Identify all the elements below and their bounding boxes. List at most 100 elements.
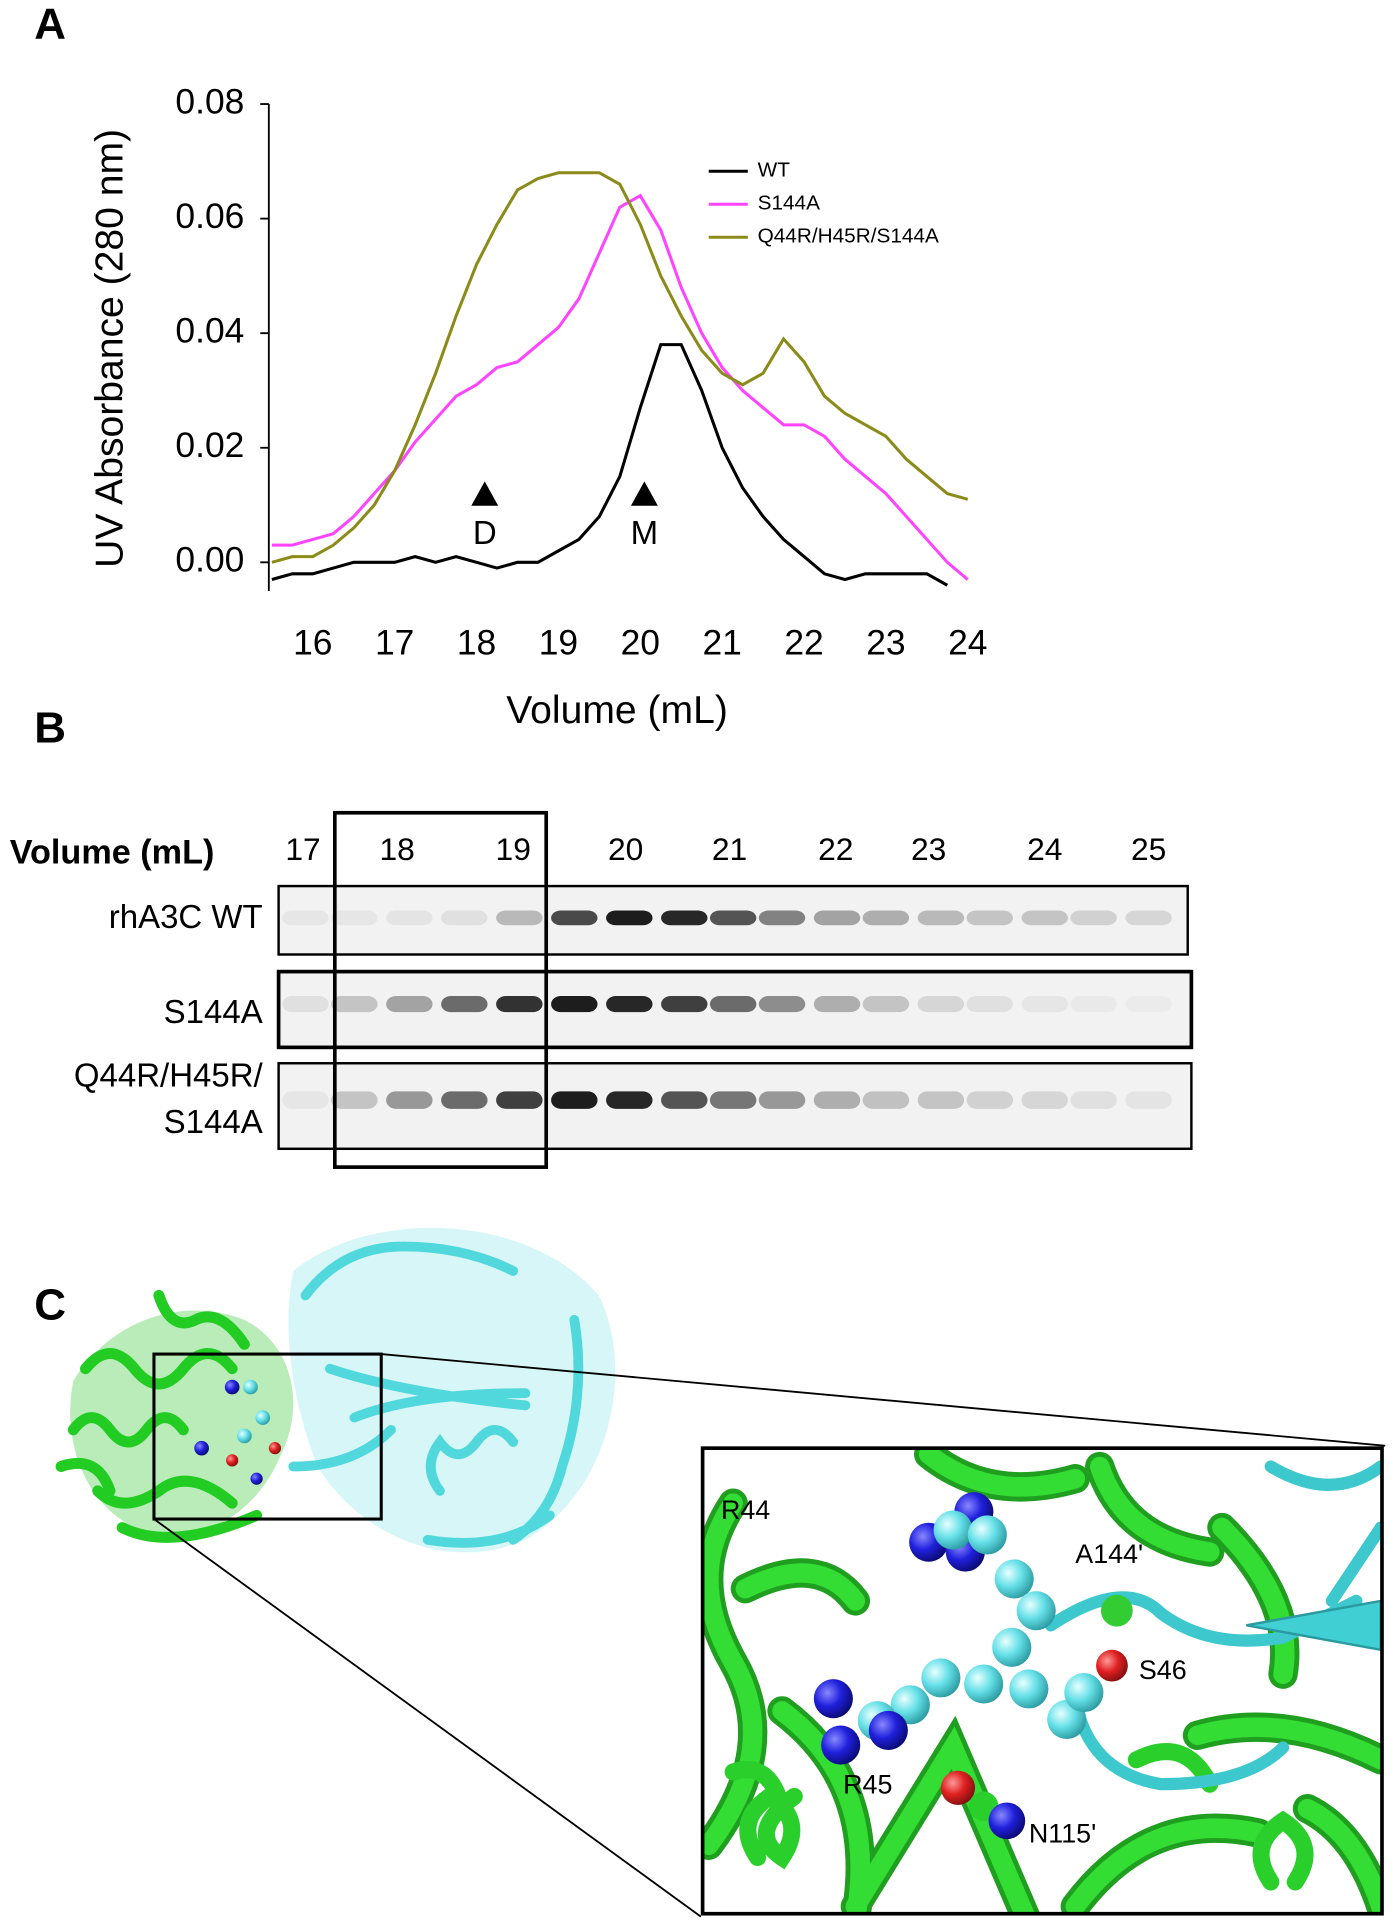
fraction-label: 24 bbox=[1027, 831, 1062, 867]
gel-band bbox=[966, 1091, 1013, 1109]
residue-label: N115' bbox=[1029, 1819, 1096, 1849]
y-tick-label: 0.06 bbox=[175, 196, 244, 236]
gel-band bbox=[917, 910, 965, 926]
fraction-label: 23 bbox=[911, 831, 946, 867]
gel-band bbox=[606, 910, 653, 926]
residue-label: R45 bbox=[843, 1770, 892, 1800]
highlight-box bbox=[332, 810, 549, 1169]
gel-band bbox=[331, 910, 378, 926]
gel-band bbox=[1021, 996, 1068, 1013]
series-line bbox=[271, 193, 969, 581]
gel-band bbox=[282, 910, 329, 926]
gel-band bbox=[661, 996, 708, 1013]
gel-band bbox=[917, 996, 965, 1013]
gel-band bbox=[1021, 1091, 1068, 1109]
gel-band bbox=[496, 910, 543, 926]
gel-band bbox=[606, 996, 653, 1013]
gel-band bbox=[441, 910, 488, 926]
gel-band bbox=[813, 1091, 861, 1109]
fraction-label: 18 bbox=[379, 831, 414, 867]
x-tick-label: 19 bbox=[539, 623, 578, 663]
gel-band bbox=[1125, 996, 1171, 1012]
y-tick-label: 0.08 bbox=[175, 81, 244, 121]
annotation-label: M bbox=[631, 514, 658, 551]
gel-band bbox=[758, 910, 806, 926]
gel-band bbox=[709, 910, 757, 926]
gel-band bbox=[496, 1091, 543, 1109]
gel-band bbox=[813, 910, 861, 926]
structure-overview bbox=[55, 1227, 1386, 1918]
row-label: Q44R/H45R/ bbox=[74, 1057, 264, 1094]
y-tick-label: 0.04 bbox=[175, 311, 244, 351]
row-label: rhA3C WT bbox=[109, 898, 263, 935]
row-label: S144A bbox=[164, 1103, 263, 1140]
gel-band bbox=[1070, 996, 1117, 1013]
chart: 0.00 0.02 0.04 0.06 0.08 16 17 18 19 20 21 22 23 24 WT… bbox=[175, 81, 987, 662]
gel-bands bbox=[282, 910, 1172, 1109]
gel-band bbox=[551, 996, 598, 1013]
gel-band bbox=[551, 910, 598, 926]
fraction-labels: 17 18 19 20 21 22 23 24 25 bbox=[285, 831, 1166, 867]
y-tick-label: 0.00 bbox=[175, 540, 244, 580]
x-tick-label: 18 bbox=[457, 623, 496, 663]
legend-label: Q44R/H45R/S144A bbox=[758, 225, 939, 248]
gel-band bbox=[1021, 910, 1068, 926]
gel-band bbox=[758, 1091, 806, 1109]
gel-band bbox=[758, 996, 806, 1013]
gel-band bbox=[386, 910, 433, 926]
fraction-label: 17 bbox=[285, 831, 320, 867]
structure-zoom: R44 A144' S46 R45 N115' bbox=[700, 1446, 1384, 1916]
gel-band bbox=[1125, 1091, 1172, 1109]
gel-band bbox=[1070, 910, 1117, 926]
x-tick-label: 22 bbox=[784, 623, 823, 663]
gel-band bbox=[1125, 910, 1172, 926]
residue-label: S46 bbox=[1139, 1655, 1187, 1685]
panel-label: A bbox=[34, 0, 66, 49]
fraction-label: 22 bbox=[818, 831, 853, 867]
x-tick-label: 17 bbox=[375, 623, 414, 663]
x-tick-label: 21 bbox=[702, 623, 741, 663]
gel-header: Volume (mL) bbox=[10, 833, 215, 871]
y-axis-title: UV Absorbance (280 nm) bbox=[89, 129, 132, 568]
gel-band bbox=[331, 996, 378, 1013]
gel-band bbox=[862, 1091, 910, 1109]
x-axis-title: Volume (mL) bbox=[506, 689, 728, 732]
gel-band bbox=[966, 996, 1013, 1013]
gel-band bbox=[282, 996, 329, 1013]
series-line bbox=[271, 171, 969, 564]
gel-band bbox=[1070, 1091, 1117, 1109]
gel-band bbox=[496, 996, 543, 1013]
fraction-label: 21 bbox=[712, 831, 747, 867]
gel-band bbox=[661, 910, 708, 926]
gel-band bbox=[862, 996, 910, 1013]
panel-label: C bbox=[34, 1280, 66, 1329]
x-tick-label: 16 bbox=[293, 623, 332, 663]
series-line bbox=[271, 343, 949, 587]
gel-band bbox=[813, 996, 861, 1013]
gel-band bbox=[386, 1091, 433, 1109]
fraction-label: 25 bbox=[1131, 831, 1166, 867]
y-tick-label: 0.02 bbox=[175, 425, 244, 465]
gel-band bbox=[331, 1091, 378, 1109]
gel-band bbox=[862, 910, 910, 926]
gel: Volume (mL) 17 18 19 20 21 22 23 24 25 rhA3C WT … bbox=[10, 810, 1194, 1169]
gel-band bbox=[966, 910, 1013, 926]
x-tick-label: 24 bbox=[948, 623, 987, 663]
gel-band bbox=[551, 1091, 598, 1109]
fraction-label: 19 bbox=[496, 831, 531, 867]
gel-band bbox=[441, 1091, 488, 1109]
annotation-marker bbox=[471, 481, 499, 506]
legend-label: WT bbox=[758, 159, 791, 182]
row-label: S144A bbox=[164, 993, 263, 1030]
gel-band bbox=[441, 996, 488, 1013]
fraction-label: 20 bbox=[608, 831, 643, 867]
gel-band bbox=[661, 1091, 708, 1109]
annotation-marker bbox=[630, 481, 658, 506]
legend-label: S144A bbox=[758, 192, 820, 215]
residue-label: R44 bbox=[721, 1495, 770, 1525]
x-tick-label: 20 bbox=[621, 623, 660, 663]
gel-band bbox=[709, 996, 757, 1013]
x-tick-label: 23 bbox=[866, 623, 905, 663]
